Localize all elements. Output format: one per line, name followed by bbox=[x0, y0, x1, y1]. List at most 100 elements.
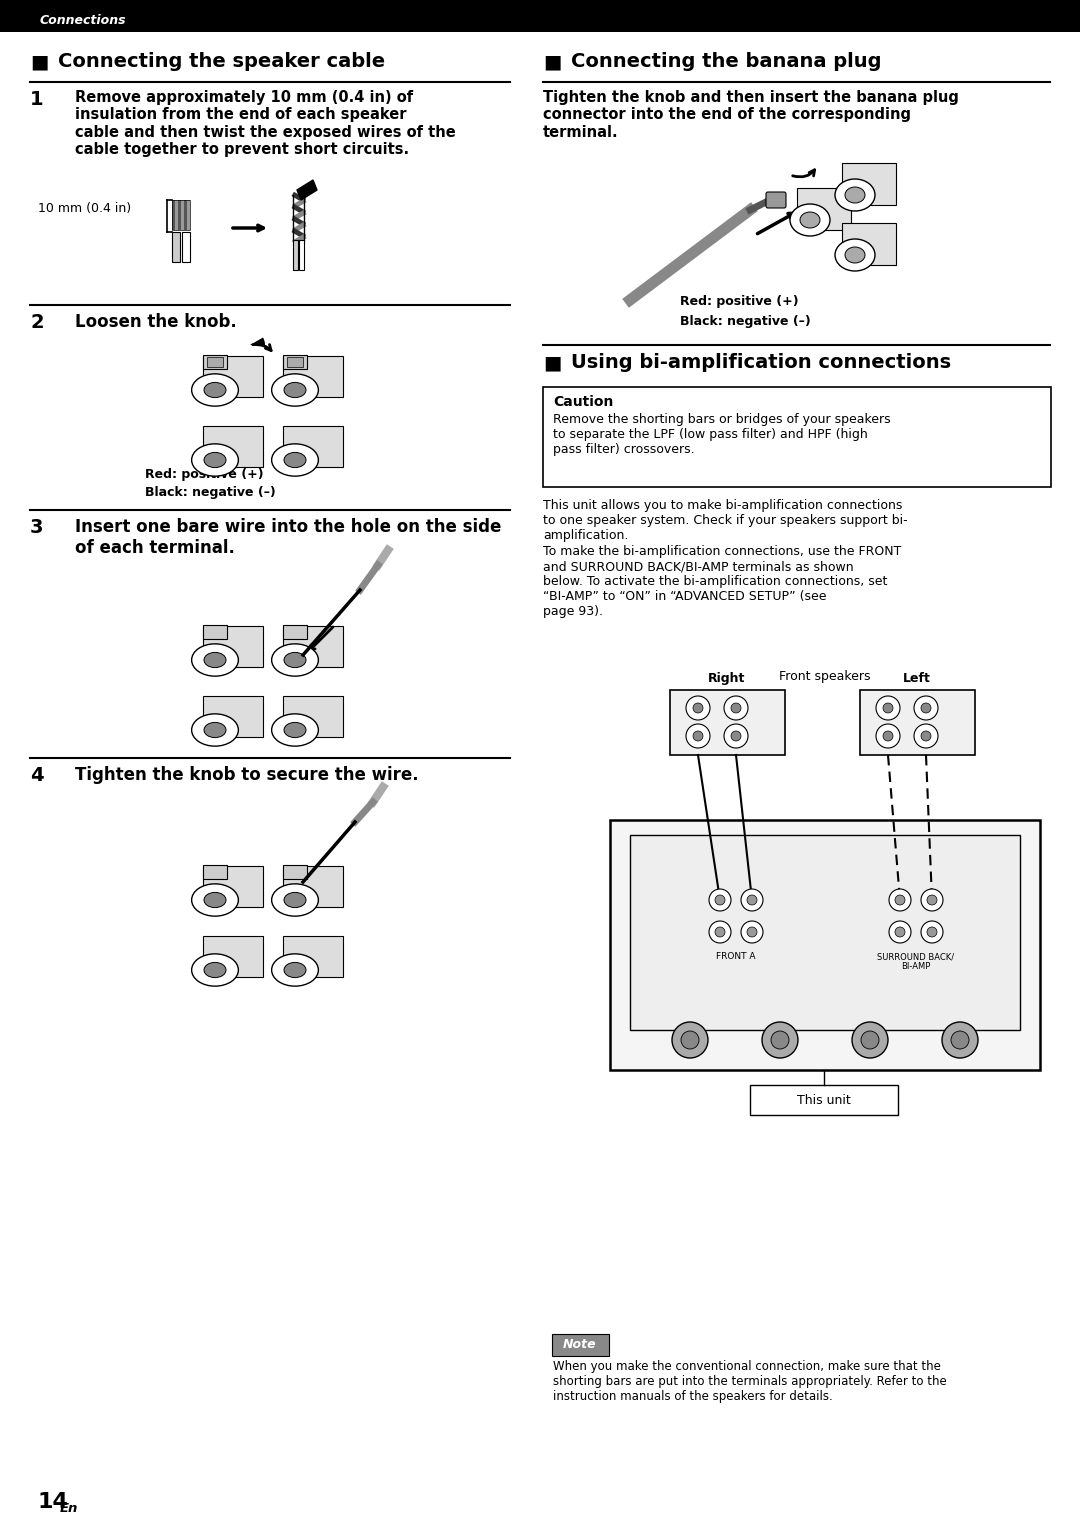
Circle shape bbox=[681, 1032, 699, 1048]
Bar bbox=[203, 865, 227, 879]
Bar bbox=[203, 626, 264, 667]
Ellipse shape bbox=[191, 884, 239, 916]
Bar bbox=[842, 163, 896, 204]
Ellipse shape bbox=[204, 893, 226, 908]
Circle shape bbox=[715, 896, 725, 905]
FancyBboxPatch shape bbox=[552, 1334, 609, 1357]
Ellipse shape bbox=[191, 644, 239, 676]
Text: Left: Left bbox=[903, 671, 931, 685]
Bar bbox=[172, 200, 175, 230]
Ellipse shape bbox=[272, 714, 319, 746]
Ellipse shape bbox=[204, 963, 226, 978]
Bar bbox=[203, 865, 264, 906]
Circle shape bbox=[762, 1022, 798, 1058]
Ellipse shape bbox=[284, 452, 306, 467]
Bar bbox=[283, 865, 343, 906]
Ellipse shape bbox=[204, 383, 226, 398]
Text: To make the bi-amplification connections, use the FRONT
and SURROUND BACK/BI-AMP: To make the bi-amplification connections… bbox=[543, 545, 902, 618]
Text: Using bi-amplification connections: Using bi-amplification connections bbox=[571, 353, 951, 372]
Bar bbox=[292, 215, 306, 227]
Circle shape bbox=[747, 926, 757, 937]
Circle shape bbox=[921, 703, 931, 713]
Text: Right: Right bbox=[708, 671, 745, 685]
Bar bbox=[860, 690, 975, 755]
Circle shape bbox=[693, 703, 703, 713]
Circle shape bbox=[693, 731, 703, 742]
Ellipse shape bbox=[272, 374, 319, 406]
Circle shape bbox=[715, 926, 725, 937]
Bar bbox=[292, 198, 307, 209]
Bar bbox=[292, 204, 306, 215]
Circle shape bbox=[914, 723, 939, 748]
Bar bbox=[292, 209, 307, 221]
Text: Remove the shorting bars or bridges of your speakers
to separate the LPF (low pa: Remove the shorting bars or bridges of y… bbox=[553, 414, 891, 456]
Text: Note: Note bbox=[563, 1338, 597, 1352]
Bar bbox=[630, 835, 1020, 1030]
Circle shape bbox=[883, 703, 893, 713]
Bar bbox=[283, 696, 343, 737]
Text: Caution: Caution bbox=[553, 395, 613, 409]
Circle shape bbox=[942, 1022, 978, 1058]
Text: SURROUND BACK/
BI-AMP: SURROUND BACK/ BI-AMP bbox=[877, 952, 955, 972]
Ellipse shape bbox=[191, 444, 239, 476]
Bar bbox=[610, 819, 1040, 1070]
Bar bbox=[293, 240, 298, 270]
Text: This unit allows you to make bi-amplification connections
to one speaker system.: This unit allows you to make bi-amplific… bbox=[543, 499, 907, 542]
Text: Red: positive (+): Red: positive (+) bbox=[680, 295, 798, 308]
Circle shape bbox=[921, 922, 943, 943]
Ellipse shape bbox=[204, 452, 226, 467]
Circle shape bbox=[708, 890, 731, 911]
Bar bbox=[181, 200, 184, 230]
Circle shape bbox=[895, 926, 905, 937]
Bar bbox=[750, 1085, 897, 1116]
FancyBboxPatch shape bbox=[766, 192, 786, 208]
Text: Loosen the knob.: Loosen the knob. bbox=[75, 313, 237, 331]
Polygon shape bbox=[297, 180, 318, 200]
Ellipse shape bbox=[284, 383, 306, 398]
Text: Insert one bare wire into the hole on the side
of each terminal.: Insert one bare wire into the hole on th… bbox=[75, 517, 501, 557]
Bar bbox=[172, 200, 190, 230]
Circle shape bbox=[927, 926, 937, 937]
Circle shape bbox=[951, 1032, 969, 1048]
Ellipse shape bbox=[191, 374, 239, 406]
Text: 3: 3 bbox=[30, 517, 43, 537]
Circle shape bbox=[889, 922, 912, 943]
Bar bbox=[283, 426, 343, 467]
Ellipse shape bbox=[800, 212, 820, 227]
Bar bbox=[283, 356, 343, 397]
Bar bbox=[287, 357, 303, 366]
Bar bbox=[203, 356, 264, 397]
Circle shape bbox=[724, 723, 748, 748]
Bar bbox=[172, 232, 180, 262]
Text: Connections: Connections bbox=[40, 14, 126, 26]
Circle shape bbox=[921, 731, 931, 742]
Text: Connecting the banana plug: Connecting the banana plug bbox=[571, 52, 881, 72]
Wedge shape bbox=[249, 337, 265, 345]
Bar bbox=[203, 426, 264, 467]
Ellipse shape bbox=[272, 644, 319, 676]
Circle shape bbox=[852, 1022, 888, 1058]
Text: When you make the conventional connection, make sure that the
shorting bars are : When you make the conventional connectio… bbox=[553, 1360, 947, 1402]
Ellipse shape bbox=[789, 204, 831, 237]
Text: ■: ■ bbox=[543, 52, 562, 72]
Bar bbox=[543, 1331, 1051, 1430]
Text: FRONT A: FRONT A bbox=[716, 952, 756, 961]
Bar bbox=[283, 626, 343, 667]
Bar bbox=[292, 192, 306, 203]
Text: En: En bbox=[60, 1502, 79, 1514]
Text: Tighten the knob to secure the wire.: Tighten the knob to secure the wire. bbox=[75, 766, 419, 784]
Ellipse shape bbox=[284, 653, 306, 667]
Ellipse shape bbox=[191, 954, 239, 986]
Ellipse shape bbox=[272, 954, 319, 986]
Bar bbox=[292, 233, 307, 246]
Bar bbox=[842, 223, 896, 266]
Bar bbox=[283, 626, 307, 639]
Text: Tighten the knob and then insert the banana plug
connector into the end of the c: Tighten the knob and then insert the ban… bbox=[543, 90, 959, 140]
Circle shape bbox=[876, 723, 900, 748]
Bar bbox=[175, 200, 178, 230]
Circle shape bbox=[731, 731, 741, 742]
Circle shape bbox=[731, 703, 741, 713]
Bar bbox=[203, 356, 227, 369]
Bar bbox=[203, 626, 227, 639]
Bar bbox=[283, 356, 307, 369]
